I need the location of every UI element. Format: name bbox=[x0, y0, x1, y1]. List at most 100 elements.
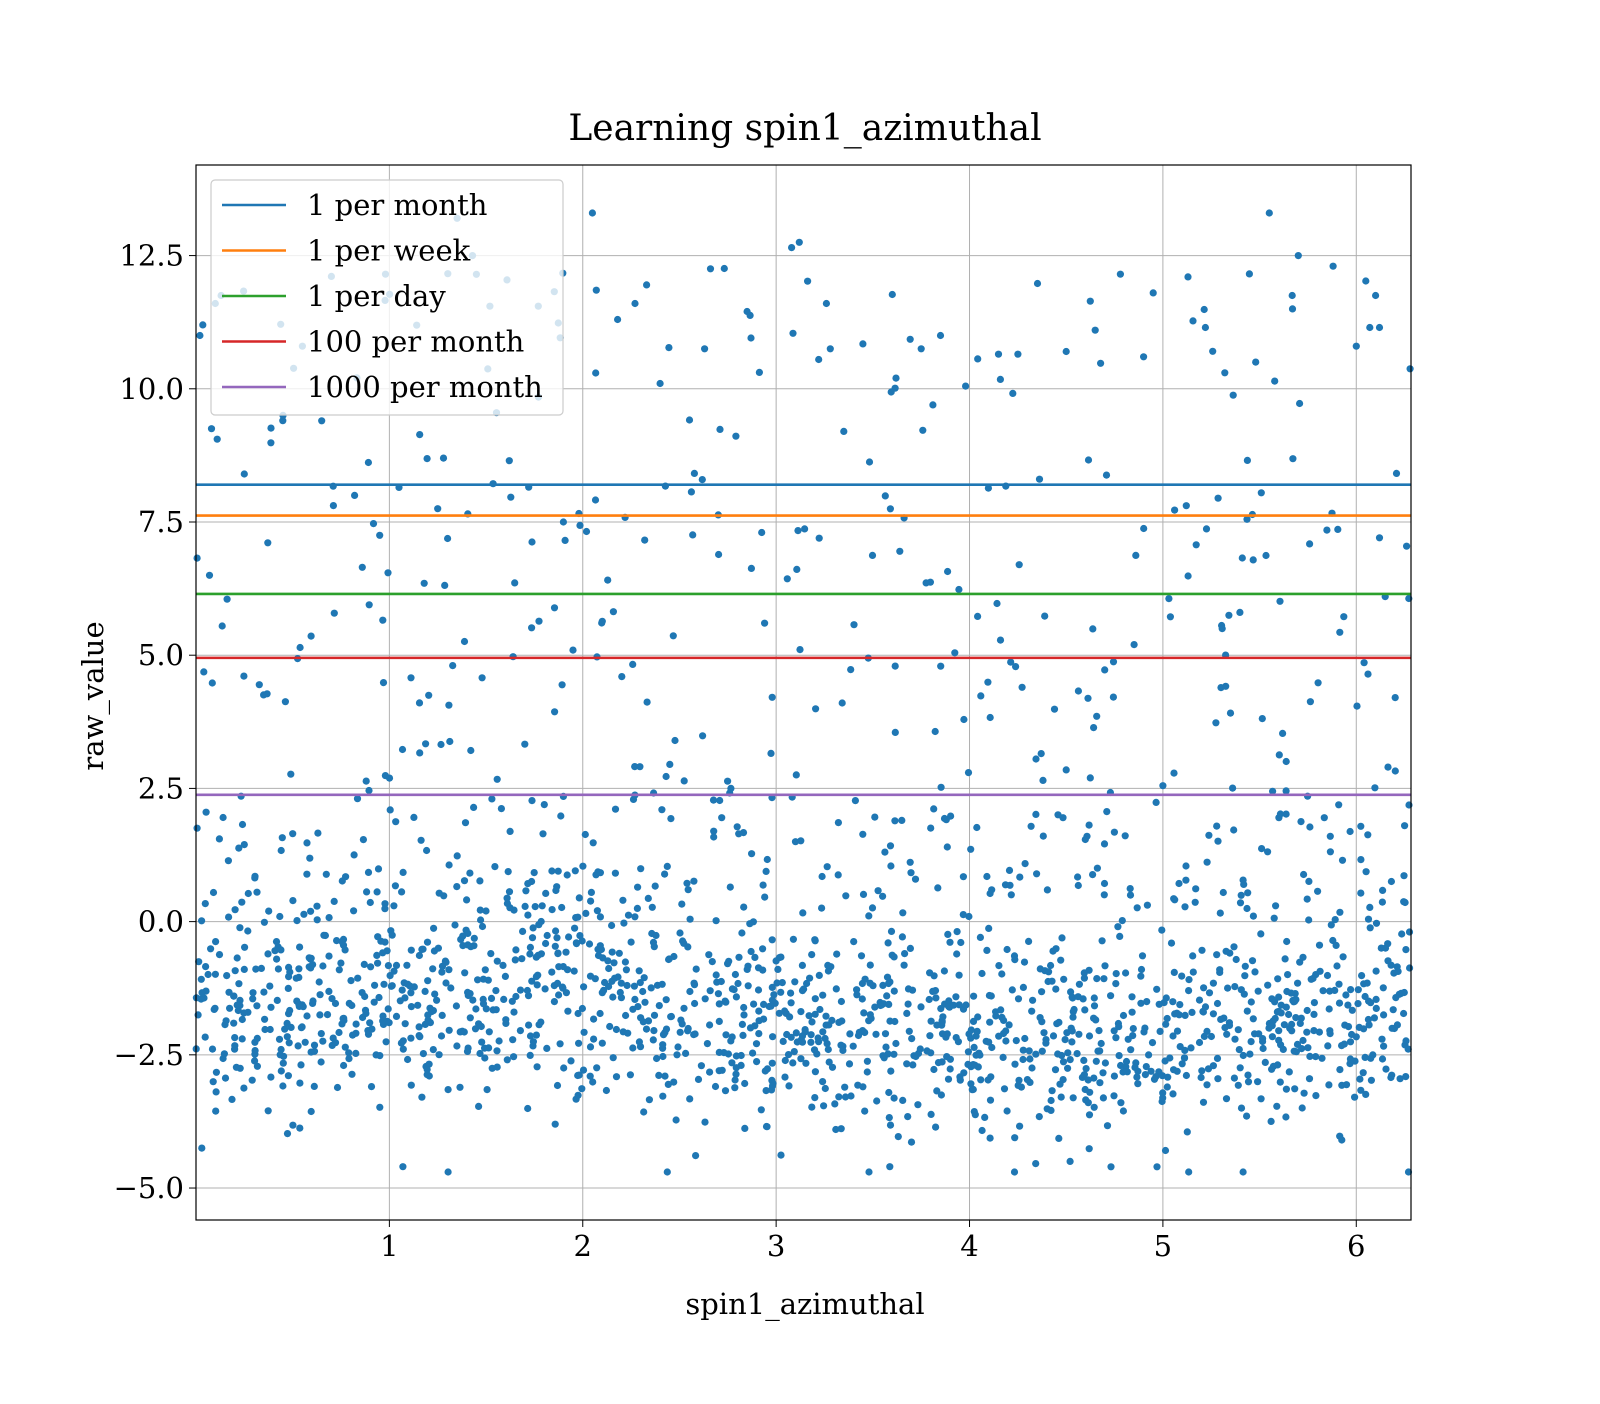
scatter-point bbox=[1032, 755, 1040, 763]
scatter-point bbox=[917, 345, 925, 353]
scatter-point bbox=[1059, 1076, 1067, 1084]
scatter-point bbox=[253, 888, 261, 896]
scatter-point bbox=[521, 902, 529, 911]
scatter-point bbox=[1068, 1038, 1076, 1046]
scatter-point bbox=[470, 803, 478, 812]
scatter-point bbox=[692, 965, 700, 973]
scatter-point bbox=[1003, 945, 1011, 954]
scatter-point bbox=[953, 950, 961, 958]
scatter-point bbox=[706, 1021, 714, 1029]
scatter-point bbox=[901, 950, 909, 958]
scatter-point bbox=[1042, 1039, 1050, 1047]
scatter-point bbox=[1310, 1010, 1318, 1019]
scatter-point bbox=[563, 871, 571, 879]
scatter-point bbox=[445, 861, 453, 869]
scatter-point bbox=[1306, 540, 1314, 548]
scatter-point bbox=[424, 977, 432, 985]
scatter-point bbox=[1195, 1038, 1204, 1047]
scatter-point bbox=[674, 1043, 682, 1051]
scatter-point bbox=[609, 608, 618, 616]
scatter-point bbox=[775, 1009, 783, 1017]
scatter-point bbox=[792, 1029, 800, 1037]
scatter-point bbox=[1025, 1047, 1033, 1055]
scatter-point bbox=[349, 1031, 357, 1039]
scatter-point bbox=[407, 1034, 415, 1042]
scatter-point bbox=[998, 970, 1006, 978]
scatter-point bbox=[1182, 502, 1190, 510]
scatter-point bbox=[310, 1041, 319, 1049]
scatter-point bbox=[986, 713, 994, 722]
scatter-point bbox=[208, 1045, 217, 1053]
scatter-point bbox=[232, 1063, 240, 1071]
scatter-point bbox=[755, 1030, 763, 1038]
scatter-point bbox=[415, 699, 424, 707]
scatter-point bbox=[1169, 998, 1177, 1006]
scatter-point bbox=[661, 870, 669, 878]
scatter-point bbox=[235, 844, 243, 852]
scatter-point bbox=[569, 646, 577, 654]
scatter-point bbox=[538, 902, 546, 910]
scatter-point bbox=[543, 931, 551, 940]
scatter-point bbox=[1195, 996, 1204, 1004]
scatter-point bbox=[1044, 977, 1052, 986]
scatter-point bbox=[589, 839, 597, 847]
scatter-point bbox=[1103, 1122, 1112, 1130]
scatter-point bbox=[1147, 1067, 1155, 1075]
scatter-point bbox=[571, 924, 579, 932]
scatter-point bbox=[1236, 899, 1245, 907]
scatter-point bbox=[1021, 1034, 1029, 1043]
scatter-point bbox=[562, 948, 570, 956]
scatter-point bbox=[795, 238, 803, 246]
scatter-point bbox=[1161, 1146, 1170, 1155]
scatter-point bbox=[1081, 1006, 1089, 1014]
scatter-point bbox=[1150, 1075, 1159, 1083]
scatter-point bbox=[662, 1025, 671, 1033]
scatter-point bbox=[946, 1055, 955, 1063]
scatter-point bbox=[1092, 1057, 1100, 1065]
scatter-point bbox=[1192, 885, 1200, 893]
scatter-point bbox=[738, 929, 746, 937]
scatter-point bbox=[1180, 1054, 1189, 1062]
scatter-point bbox=[361, 992, 369, 1001]
scatter-point bbox=[959, 873, 968, 881]
scatter-point bbox=[415, 951, 423, 960]
scatter-point bbox=[1403, 542, 1411, 550]
scatter-point bbox=[330, 897, 338, 906]
scatter-point bbox=[338, 877, 346, 885]
scatter-point bbox=[925, 995, 933, 1004]
scatter-point bbox=[559, 518, 568, 526]
legend-label: 1 per week bbox=[307, 234, 471, 268]
scatter-point bbox=[352, 1020, 360, 1028]
scatter-point bbox=[504, 868, 512, 876]
scatter-point bbox=[631, 763, 639, 771]
scatter-point bbox=[1248, 957, 1257, 965]
scatter-point bbox=[667, 1012, 676, 1021]
scatter-point bbox=[493, 775, 501, 783]
scatter-point bbox=[1300, 870, 1308, 879]
scatter-point bbox=[226, 1004, 234, 1012]
scatter-point bbox=[1352, 342, 1360, 350]
scatter-point bbox=[201, 900, 209, 908]
scatter-point bbox=[1010, 1168, 1019, 1176]
scatter-point bbox=[712, 917, 720, 925]
scatter-point bbox=[444, 1086, 452, 1094]
scatter-point bbox=[905, 1027, 913, 1035]
scatter-point bbox=[1316, 967, 1324, 975]
scatter-point bbox=[234, 1006, 242, 1015]
scatter-point bbox=[1268, 1022, 1276, 1030]
scatter-point bbox=[796, 646, 804, 654]
scatter-point bbox=[770, 991, 778, 999]
scatter-point bbox=[510, 1008, 518, 1016]
scatter-point bbox=[797, 837, 805, 845]
scatter-point bbox=[1062, 766, 1070, 774]
scatter-point bbox=[894, 1133, 902, 1141]
scatter-point bbox=[907, 869, 915, 877]
scatter-point bbox=[1169, 1090, 1177, 1098]
scatter-point bbox=[590, 1015, 598, 1023]
scatter-point bbox=[1189, 317, 1197, 325]
scatter-point bbox=[434, 505, 442, 513]
scatter-point bbox=[329, 502, 337, 510]
scatter-point bbox=[399, 1163, 407, 1171]
scatter-point bbox=[238, 820, 247, 829]
scatter-point bbox=[519, 927, 527, 936]
